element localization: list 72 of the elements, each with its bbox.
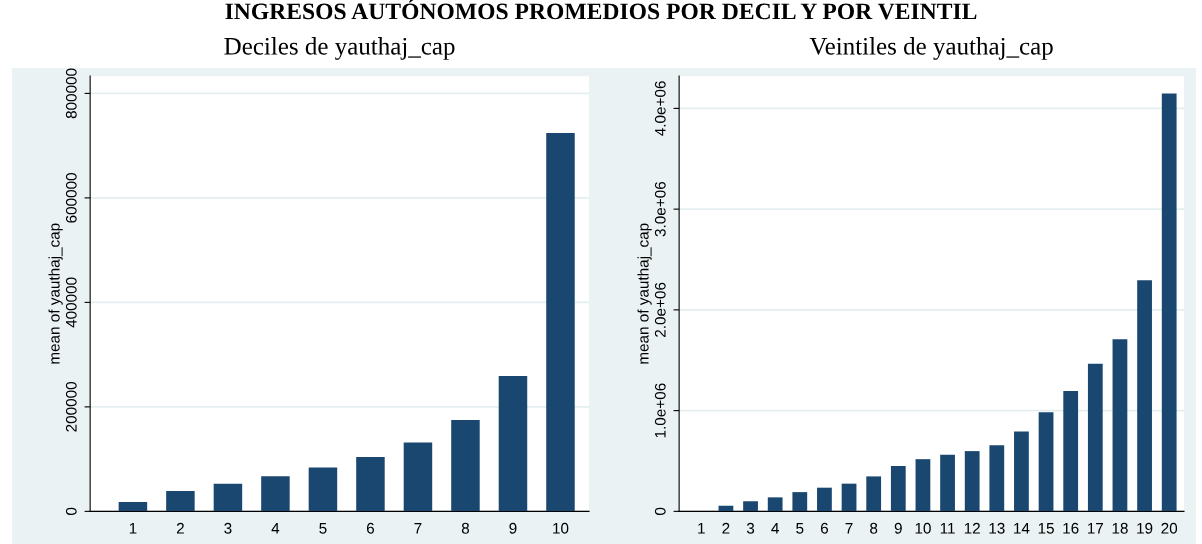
x-tick-label: 13 — [989, 522, 1005, 534]
x-tick-label: 3 — [224, 522, 232, 534]
bar — [166, 490, 195, 512]
x-tick-label: 20 — [1161, 522, 1178, 534]
bar — [546, 133, 575, 512]
bar — [118, 501, 148, 512]
bar — [792, 492, 808, 512]
chart-title: Deciles de yauthaj_cap — [224, 37, 455, 60]
x-tick-label: 8 — [870, 522, 878, 534]
x-tick-label: 1 — [129, 523, 137, 534]
x-tick-label: 2 — [176, 522, 184, 534]
x-tick-label: 9 — [894, 522, 902, 534]
bar — [308, 467, 338, 512]
bar — [940, 454, 955, 512]
x-tick-label: 17 — [1087, 523, 1104, 534]
bar — [964, 451, 980, 512]
y-tick-label: 800000 — [65, 68, 77, 119]
bar — [817, 487, 832, 512]
bar — [261, 476, 290, 512]
y-axis-title: mean of yauthaj_cap — [637, 223, 652, 364]
x-tick-label: 18 — [1112, 522, 1128, 534]
bar — [841, 483, 857, 512]
bar — [743, 501, 758, 512]
bar — [1087, 363, 1103, 512]
x-tick-label: 10 — [915, 522, 931, 534]
bar — [1161, 93, 1177, 512]
y-axis-title: mean of yauthaj_cap — [48, 223, 63, 364]
x-tick-label: 3 — [746, 522, 755, 534]
y-tick-label: 0 — [654, 507, 666, 516]
x-tick-label: 10 — [553, 522, 569, 534]
bar — [356, 457, 385, 512]
y-tick-label: 4.0e+06 — [654, 81, 666, 136]
bar — [403, 442, 433, 512]
y-tick-label: 1.0e+06 — [654, 383, 666, 438]
x-tick-label: 11 — [940, 523, 955, 534]
x-tick-label: 6 — [366, 522, 375, 534]
x-tick-label: 15 — [1038, 523, 1054, 534]
x-tick-label: 5 — [796, 523, 804, 534]
x-tick-label: 16 — [1063, 522, 1079, 534]
bar — [451, 419, 480, 512]
x-tick-label: 4 — [271, 523, 280, 534]
bar — [767, 497, 783, 512]
bar — [1137, 280, 1152, 512]
y-tick-label: 400000 — [65, 277, 77, 328]
bar — [915, 459, 931, 512]
x-tick-label: 2 — [722, 522, 730, 534]
x-tick-label: 8 — [461, 522, 470, 534]
bar — [1112, 339, 1128, 512]
y-tick-label: 600000 — [65, 173, 77, 223]
bar — [989, 445, 1005, 512]
bar — [213, 483, 243, 512]
bar — [1038, 412, 1054, 512]
x-tick-label: 14 — [1014, 523, 1030, 534]
bar — [1063, 390, 1079, 512]
x-tick-label: 9 — [509, 522, 517, 534]
x-tick-label: 5 — [319, 523, 327, 534]
y-tick-label: 200000 — [65, 381, 77, 432]
bar — [890, 466, 906, 512]
x-tick-label: 1 — [698, 523, 705, 534]
y-tick-label: 2.0e+06 — [654, 282, 666, 337]
chart-title: Veintiles de yauthaj_cap — [809, 37, 1053, 60]
x-tick-label: 19 — [1137, 522, 1153, 534]
x-tick-label: 4 — [771, 523, 779, 534]
x-tick-label: 7 — [845, 523, 853, 534]
bar — [1014, 431, 1029, 512]
y-tick-label: 0 — [65, 507, 77, 516]
bar — [866, 476, 882, 512]
y-tick-label: 3.0e+06 — [654, 181, 666, 237]
x-tick-label: 7 — [414, 523, 422, 534]
x-tick-label: 6 — [820, 522, 828, 534]
bar — [498, 376, 528, 512]
x-tick-label: 12 — [964, 522, 980, 534]
